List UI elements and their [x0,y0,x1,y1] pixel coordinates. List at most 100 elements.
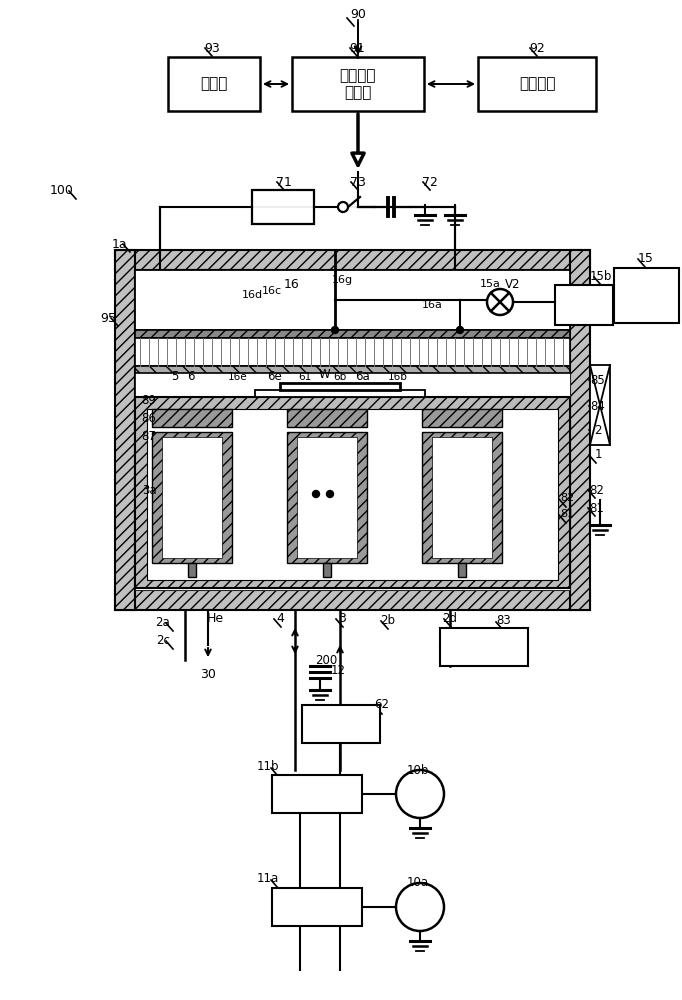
Text: 95: 95 [100,312,116,324]
Bar [590,365,610,445]
Text: 93: 93 [204,41,220,54]
Circle shape [327,490,333,497]
Bar [188,563,196,577]
Text: 存储部: 存储部 [201,77,228,92]
Bar [135,270,570,330]
Bar [162,437,222,558]
Text: 控制器: 控制器 [344,86,372,101]
Bar [135,338,570,366]
Text: 16d: 16d [241,290,263,300]
Text: 2d: 2d [443,611,458,624]
Text: 11a: 11a [257,872,279,886]
Bar [323,563,331,577]
Circle shape [487,289,513,315]
Bar [135,366,570,373]
Text: 2a: 2a [155,615,170,629]
Text: 6: 6 [188,370,195,383]
Text: 16a: 16a [421,300,443,310]
Bar [255,390,425,397]
Text: 6e: 6e [267,370,282,383]
Text: 16g: 16g [331,275,353,285]
Bar [252,190,314,224]
Text: 用户接口: 用户接口 [519,77,555,92]
Bar [280,383,400,390]
Bar [135,270,570,590]
Text: 16c: 16c [262,286,282,296]
Bar [287,409,367,427]
Text: 87: 87 [142,430,156,442]
Text: 71: 71 [276,176,292,188]
Text: 62: 62 [374,698,389,712]
Bar [432,437,492,558]
Text: V2: V2 [505,277,521,290]
Text: 16e: 16e [228,372,248,382]
Circle shape [331,326,338,334]
Bar [115,250,135,610]
Text: 91: 91 [349,41,365,54]
Text: 92: 92 [529,41,545,54]
Bar [115,590,590,610]
Text: 86: 86 [142,412,156,424]
Bar [458,563,466,577]
Bar [152,409,232,427]
Text: 1: 1 [594,448,602,462]
Bar [287,432,367,563]
Bar [302,705,380,743]
Text: 200: 200 [315,654,337,666]
Bar [297,437,357,558]
Bar [135,330,570,338]
Text: 10a: 10a [407,876,429,888]
Text: 16b: 16b [388,372,408,382]
Text: 6b: 6b [333,372,346,382]
Text: 1a: 1a [111,237,127,250]
Bar [115,250,590,270]
Bar [422,409,502,427]
Bar [135,397,570,588]
Text: 81: 81 [560,509,574,519]
Text: 85: 85 [591,373,606,386]
Text: 11b: 11b [256,760,279,774]
Text: 84: 84 [591,399,606,412]
Bar [152,432,232,563]
Bar [555,285,613,325]
Text: 15b: 15b [590,269,612,282]
Text: 82: 82 [589,484,604,496]
Bar [570,250,590,610]
Text: 30: 30 [200,668,216,682]
Text: 4: 4 [276,611,284,624]
Text: 工艺过程: 工艺过程 [340,68,376,84]
Circle shape [396,883,444,931]
Bar [147,409,558,580]
Bar [272,888,362,926]
Text: 2c: 2c [156,634,170,647]
Text: 6a: 6a [355,370,370,383]
Text: 16: 16 [284,278,300,292]
Circle shape [456,326,464,334]
Text: 3a: 3a [142,484,156,496]
Text: 90: 90 [350,7,366,20]
Text: 73: 73 [350,176,366,188]
Bar [478,57,596,111]
Text: 12: 12 [331,664,346,678]
Text: 89: 89 [142,393,156,406]
Text: W: W [318,367,330,380]
Text: 15: 15 [638,251,654,264]
Bar [272,775,362,813]
Text: 83: 83 [496,614,512,628]
Text: 61: 61 [299,372,312,382]
Bar [614,268,679,323]
Circle shape [312,490,319,497]
Circle shape [396,770,444,818]
Text: 5: 5 [171,370,179,383]
Text: 2: 2 [594,424,602,436]
Text: 15a: 15a [479,279,501,289]
Bar [422,432,502,563]
Text: 3: 3 [338,611,346,624]
Text: He: He [207,611,224,624]
Text: 82: 82 [560,493,574,503]
Text: 10b: 10b [406,764,429,776]
Bar [292,57,424,111]
Text: 2b: 2b [381,613,396,626]
Bar [590,365,610,445]
Bar [440,628,528,666]
